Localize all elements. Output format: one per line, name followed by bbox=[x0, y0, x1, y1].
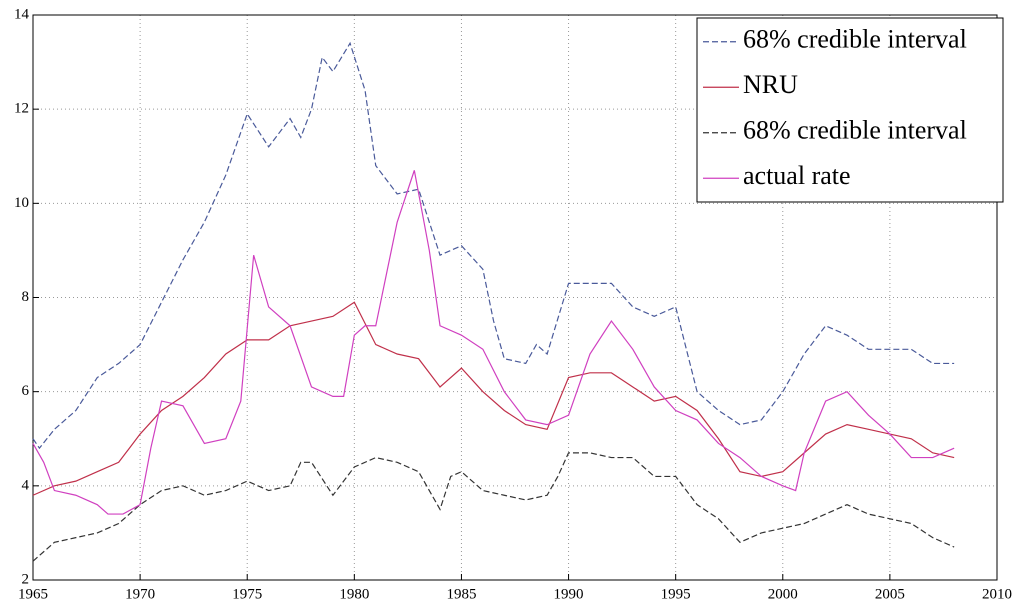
y-tick-label: 6 bbox=[22, 383, 30, 399]
legend-label: actual rate bbox=[743, 161, 851, 190]
legend: 68% credible interval NRU 68% credible int… bbox=[696, 17, 1004, 203]
x-tick-label: 1995 bbox=[661, 586, 691, 602]
series-line bbox=[32, 452, 955, 562]
y-tick-label: 12 bbox=[14, 101, 29, 117]
y-tick-label: 14 bbox=[14, 6, 30, 22]
legend-label: 68% credible interval bbox=[743, 25, 967, 54]
x-tick-label: 1975 bbox=[232, 586, 262, 602]
x-tick-label: 1980 bbox=[339, 586, 369, 602]
plot-frame bbox=[32, 14, 998, 581]
x-tick-label: 2000 bbox=[768, 586, 798, 602]
series-line bbox=[32, 41, 955, 450]
x-tick-label: 1965 bbox=[18, 586, 48, 602]
legend-label: NRU bbox=[743, 70, 798, 99]
x-tick-label: 1985 bbox=[446, 586, 476, 602]
x-tick-label: 2010 bbox=[982, 586, 1012, 602]
x-tick-label: 2005 bbox=[875, 586, 905, 602]
legend-box bbox=[696, 17, 1004, 203]
x-tick-label: 1970 bbox=[125, 586, 155, 602]
x-tick-label: 1990 bbox=[554, 586, 584, 602]
series-line bbox=[32, 170, 955, 515]
series-line bbox=[32, 301, 955, 496]
legend-label: 68% credible interval bbox=[743, 116, 967, 145]
y-tick-label: 8 bbox=[22, 289, 30, 305]
y-tick-label: 4 bbox=[22, 477, 30, 493]
y-tick-label: 2 bbox=[22, 571, 30, 587]
y-tick-label: 10 bbox=[14, 195, 29, 211]
